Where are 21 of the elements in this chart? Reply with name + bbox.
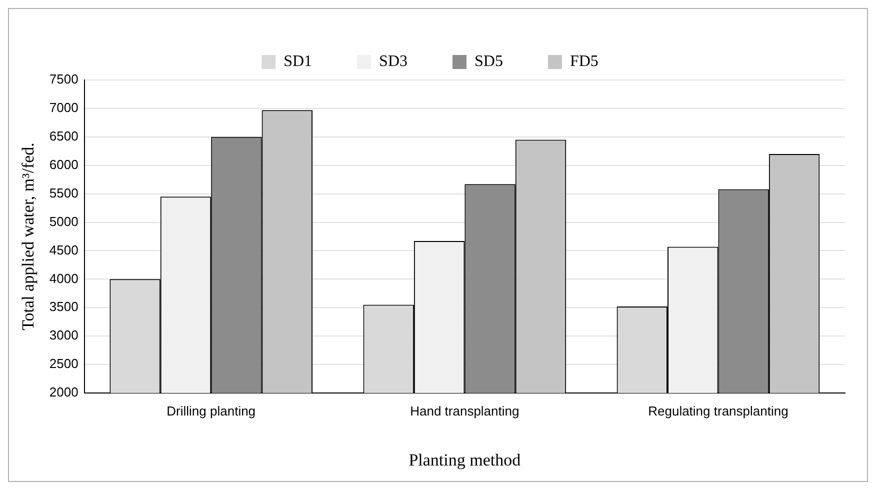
x-tick-label: Drilling planting bbox=[166, 403, 256, 418]
legend-label: SD3 bbox=[379, 53, 408, 70]
x-axis-title: Planting method bbox=[408, 450, 522, 470]
legend-label: FD5 bbox=[570, 53, 598, 70]
y-tick-label: 4500 bbox=[49, 242, 78, 258]
y-tick-label: 2000 bbox=[49, 384, 78, 400]
y-tick-label: 3500 bbox=[49, 299, 78, 314]
y-tick-label: 4000 bbox=[49, 270, 78, 286]
y-tick-label: 6500 bbox=[49, 128, 78, 144]
x-tick-label: Hand transplanting bbox=[410, 403, 520, 418]
y-tick-label: 6000 bbox=[49, 156, 78, 172]
y-tick-label: 5500 bbox=[49, 185, 78, 200]
y-axis-title: Total applied water, m³/fed. bbox=[18, 142, 38, 330]
y-tick-label: 2500 bbox=[49, 356, 78, 372]
legend-label: SD1 bbox=[284, 53, 312, 70]
y-tick-label: 3000 bbox=[49, 328, 78, 343]
y-tick-label: 5000 bbox=[49, 214, 78, 229]
x-tick-label: Regulating transplanting bbox=[648, 403, 788, 418]
y-tick-label: 7500 bbox=[49, 72, 78, 87]
y-tick-label: 7000 bbox=[49, 100, 78, 116]
legend-label: SD5 bbox=[474, 53, 503, 70]
